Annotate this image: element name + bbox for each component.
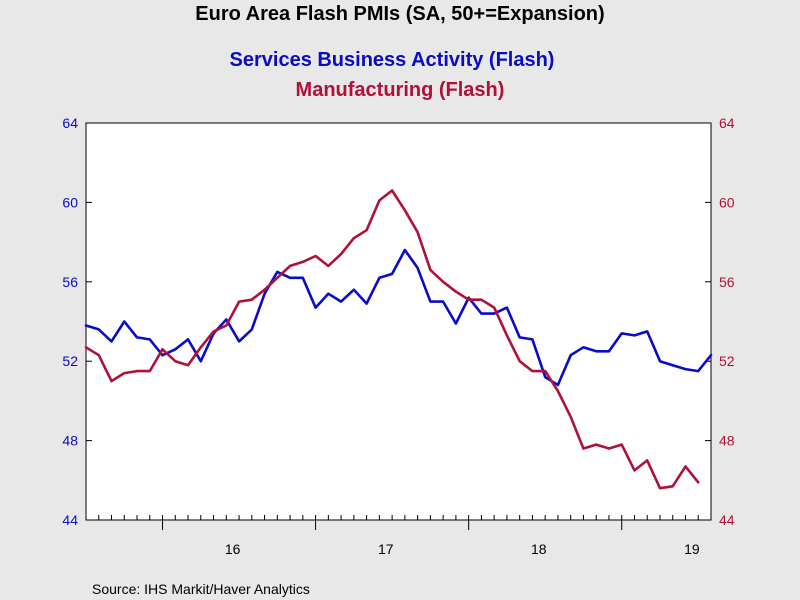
y-axis-right: 44 48 52 56 60 64 <box>705 115 735 528</box>
y-left-tick-label: 44 <box>62 512 78 528</box>
plot-area <box>85 122 712 521</box>
y-right-tick-label: 64 <box>719 115 735 131</box>
source-note: Source: IHS Markit/Haver Analytics <box>92 581 310 597</box>
legend-manufacturing-title: Manufacturing (Flash) <box>296 79 505 101</box>
x-tick-label: 16 <box>225 541 241 557</box>
series-lines <box>84 189 713 490</box>
legend-services-title: Services Business Activity (Flash) <box>230 49 555 71</box>
services-line <box>84 248 713 387</box>
y-right-tick-label: 52 <box>719 353 735 369</box>
y-left-tick-label: 52 <box>62 353 78 369</box>
y-right-tick-label: 60 <box>719 194 735 210</box>
y-left-tick-label: 48 <box>62 433 78 449</box>
x-tick-label: 19 <box>684 541 700 557</box>
y-left-tick-label: 60 <box>62 194 78 210</box>
y-left-tick-label: 64 <box>62 115 78 131</box>
x-tick-label: 17 <box>378 541 394 557</box>
manufacturing-line <box>84 189 700 490</box>
chart-title: Euro Area Flash PMIs (SA, 50+=Expansion) <box>195 3 604 25</box>
y-left-tick-label: 56 <box>62 274 78 290</box>
y-axis-left: 44 48 52 56 60 64 <box>62 115 92 528</box>
x-tick-label: 18 <box>531 541 547 557</box>
x-axis: 16 17 18 19 <box>85 515 712 557</box>
y-right-tick-label: 56 <box>719 274 735 290</box>
y-right-tick-label: 48 <box>719 433 735 449</box>
y-right-tick-label: 44 <box>719 512 735 528</box>
